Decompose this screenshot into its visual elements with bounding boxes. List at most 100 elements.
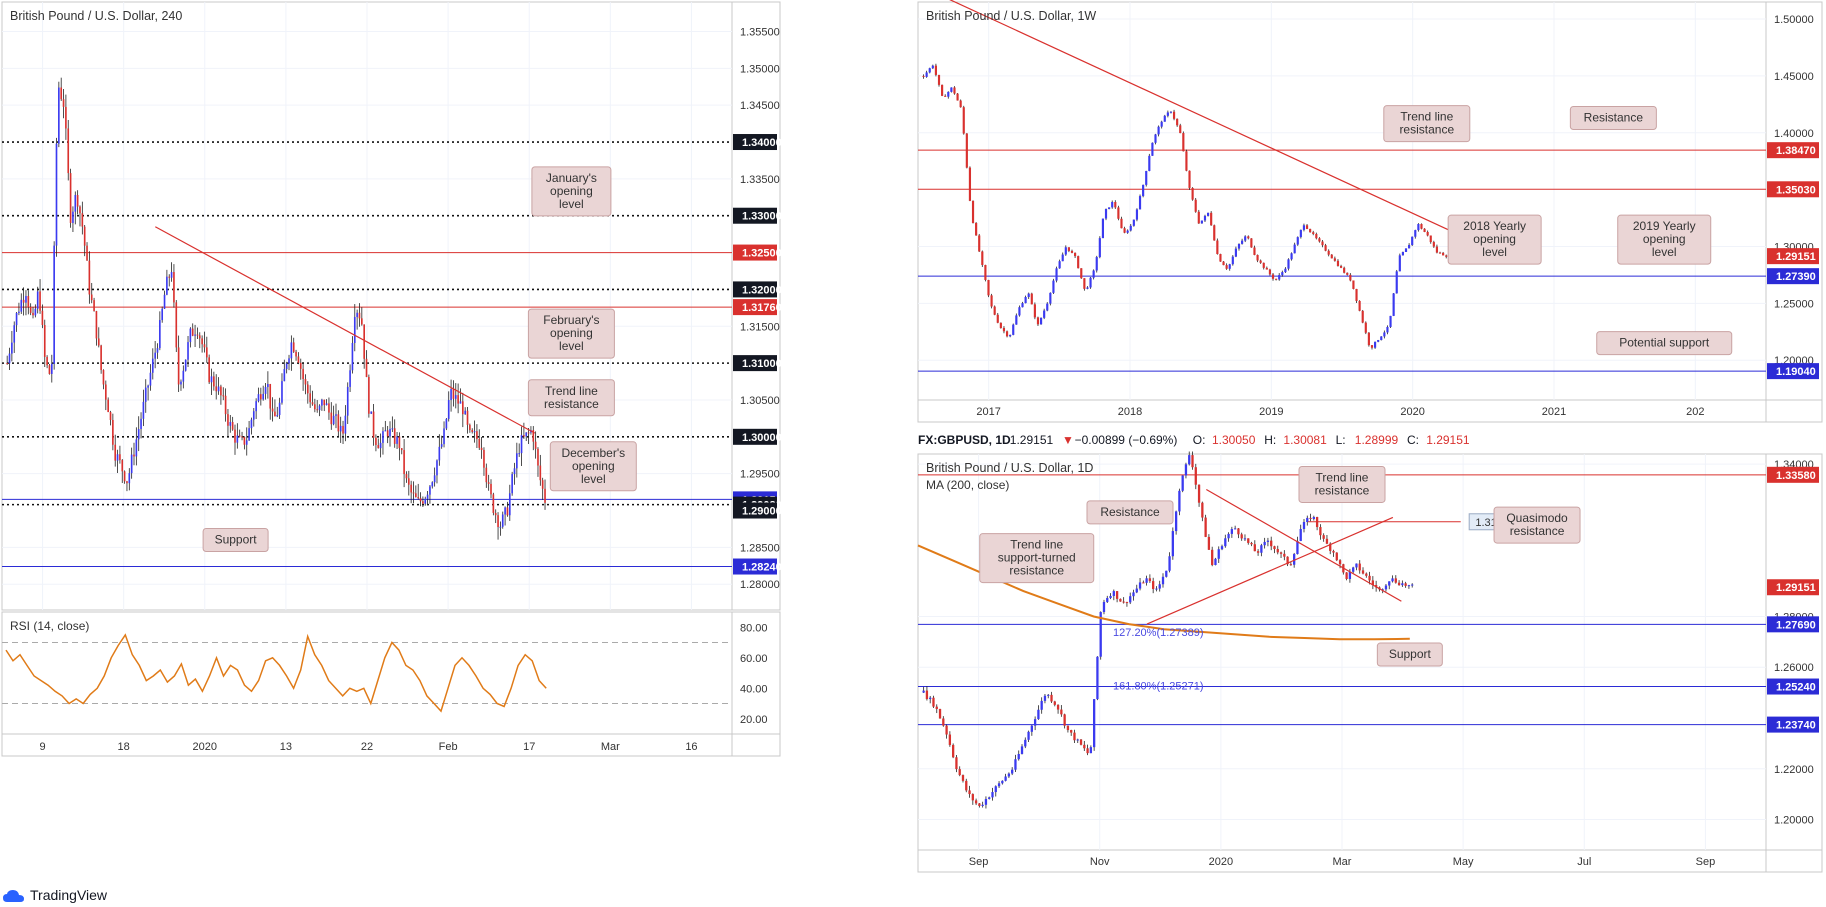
candle — [1318, 238, 1321, 242]
candle — [1394, 578, 1397, 583]
candle — [1384, 585, 1388, 590]
candle — [504, 507, 506, 515]
candle — [950, 87, 953, 92]
candle — [243, 437, 246, 445]
candle — [1070, 250, 1074, 253]
candle — [1214, 558, 1217, 566]
header-field: 1.29151 — [1010, 433, 1054, 447]
candle — [1172, 111, 1176, 119]
candle — [1066, 725, 1070, 731]
candle — [302, 368, 304, 380]
candle — [480, 447, 483, 450]
candle — [527, 432, 530, 434]
candle — [490, 483, 492, 495]
candle — [516, 453, 518, 469]
annotation-box — [979, 533, 1095, 584]
candle — [382, 431, 384, 443]
candle — [1329, 543, 1332, 551]
candle — [1145, 170, 1148, 185]
candle — [74, 194, 77, 212]
candle — [1154, 134, 1157, 143]
candle — [987, 279, 990, 296]
candle — [119, 454, 121, 461]
header-field: C: — [1407, 433, 1419, 447]
candle — [1358, 300, 1361, 311]
candle — [1058, 261, 1061, 269]
candle — [981, 251, 984, 265]
candle — [1438, 252, 1442, 254]
price-badge — [733, 207, 777, 224]
rsi-x-tick-label: 2020 — [193, 741, 217, 753]
candle — [128, 473, 131, 484]
candle — [1169, 111, 1173, 113]
candle — [365, 358, 368, 377]
x-tick-label: Sep — [969, 856, 989, 868]
candle — [938, 709, 942, 719]
candle — [1176, 118, 1179, 126]
candle — [931, 65, 934, 69]
candle — [79, 206, 81, 214]
candle — [447, 400, 450, 419]
annotation-box — [527, 379, 615, 417]
candle — [499, 526, 502, 528]
annotation-text: opening — [1643, 232, 1686, 246]
candle — [417, 497, 420, 499]
annotation-box — [1569, 105, 1657, 130]
candle — [1237, 243, 1241, 249]
candle — [953, 87, 956, 94]
candle — [932, 697, 935, 707]
y-tick-label: 1.30500 — [740, 395, 780, 407]
price-badge — [733, 244, 777, 261]
candle — [975, 222, 978, 236]
price-badge-label: 1.30000 — [742, 432, 782, 444]
candle — [1227, 533, 1230, 539]
candle — [379, 442, 382, 449]
candle — [238, 435, 241, 437]
price-badge-label: 1.19040 — [1776, 366, 1816, 378]
candle — [981, 804, 984, 806]
candle — [346, 386, 349, 416]
candle — [130, 454, 133, 474]
candle — [1109, 595, 1112, 599]
candle — [1339, 265, 1343, 268]
y-tick-label: 1.28000 — [740, 579, 780, 591]
candle — [968, 167, 972, 201]
x-tick-label: Mar — [1333, 856, 1352, 868]
candle — [1132, 219, 1135, 226]
candle — [1163, 115, 1166, 122]
candle — [1184, 464, 1188, 476]
candle — [173, 272, 175, 303]
candle — [1200, 220, 1203, 224]
candle — [1194, 199, 1197, 212]
x-tick-label: Sep — [1696, 856, 1716, 868]
candle — [154, 352, 156, 359]
candle — [508, 493, 511, 516]
candle — [1216, 240, 1219, 255]
candle — [492, 494, 495, 513]
candle — [27, 296, 30, 308]
candle — [1083, 744, 1086, 749]
candle — [1086, 748, 1089, 754]
candle — [1055, 268, 1058, 281]
candle — [1064, 247, 1067, 255]
rsi-line — [5, 633, 547, 713]
candle — [1370, 345, 1374, 348]
candle — [1364, 322, 1367, 333]
candle — [1070, 730, 1073, 733]
candle — [452, 389, 455, 399]
header-field: −0.00899 (−0.69%) — [1075, 433, 1178, 447]
candle — [1286, 556, 1289, 565]
candle — [1234, 248, 1237, 257]
candle — [396, 436, 398, 444]
candle — [1138, 196, 1142, 210]
candle — [116, 454, 119, 461]
footer[interactable]: TradingView — [0, 884, 300, 906]
candle — [1408, 245, 1411, 249]
candle — [1373, 341, 1377, 348]
candle — [135, 439, 138, 457]
price-badge-label: 1.38470 — [1776, 145, 1816, 157]
candle — [1166, 112, 1169, 116]
candle — [1273, 546, 1276, 550]
candle — [454, 395, 457, 399]
annotation-text: resistance — [1399, 123, 1454, 137]
